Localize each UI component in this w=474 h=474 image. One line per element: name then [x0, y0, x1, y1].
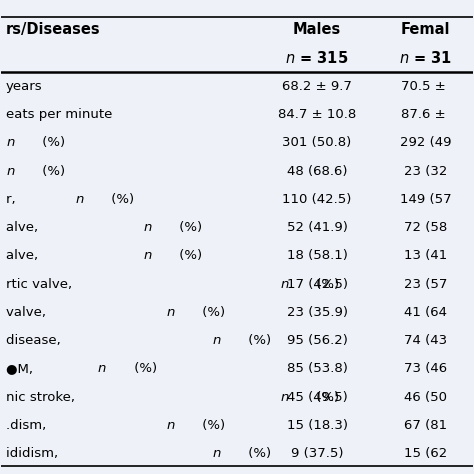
- Text: (%): (%): [244, 334, 271, 347]
- Text: 13 (41: 13 (41: [404, 249, 447, 262]
- Text: Femal: Femal: [401, 22, 450, 37]
- Text: 23 (35.9): 23 (35.9): [287, 306, 347, 319]
- Text: 23 (57: 23 (57: [404, 278, 447, 291]
- Text: valve,: valve,: [6, 306, 50, 319]
- Text: rs/Diseases: rs/Diseases: [6, 22, 101, 37]
- Text: 45 (49.5): 45 (49.5): [287, 391, 347, 404]
- Text: 74 (43: 74 (43: [404, 334, 447, 347]
- Text: 73 (46: 73 (46: [404, 363, 447, 375]
- Text: $\mathit{n}$: $\mathit{n}$: [98, 363, 107, 375]
- Text: (%): (%): [198, 419, 225, 432]
- Text: eats per minute: eats per minute: [6, 108, 112, 121]
- Text: $\mathit{n}$: $\mathit{n}$: [6, 136, 16, 149]
- Text: (%): (%): [312, 391, 339, 404]
- Text: r,: r,: [6, 193, 20, 206]
- Text: 85 (53.8): 85 (53.8): [287, 363, 347, 375]
- Text: 41 (64: 41 (64: [404, 306, 447, 319]
- Text: 301 (50.8): 301 (50.8): [283, 136, 352, 149]
- Text: 48 (68.6): 48 (68.6): [287, 164, 347, 178]
- Text: (%): (%): [175, 221, 202, 234]
- Text: 110 (42.5): 110 (42.5): [283, 193, 352, 206]
- Text: years: years: [6, 80, 43, 93]
- Text: 87.6 ±: 87.6 ±: [401, 108, 450, 121]
- Text: 149 (57: 149 (57: [400, 193, 451, 206]
- Text: $\mathit{n}$ = 31: $\mathit{n}$ = 31: [399, 50, 452, 66]
- Text: $\mathit{n}$: $\mathit{n}$: [166, 306, 175, 319]
- Text: 23 (32: 23 (32: [404, 164, 447, 178]
- Text: $\mathit{n}$: $\mathit{n}$: [211, 334, 221, 347]
- Text: 46 (50: 46 (50: [404, 391, 447, 404]
- Text: $\mathit{n}$: $\mathit{n}$: [74, 193, 84, 206]
- Text: 95 (56.2): 95 (56.2): [287, 334, 347, 347]
- Text: alve,: alve,: [6, 249, 43, 262]
- Text: 17 (42.5): 17 (42.5): [287, 278, 347, 291]
- Text: .dism,: .dism,: [6, 419, 51, 432]
- Text: alve,: alve,: [6, 221, 43, 234]
- Text: rtic valve,: rtic valve,: [6, 278, 76, 291]
- Text: (%): (%): [38, 136, 65, 149]
- Text: $\mathit{n}$: $\mathit{n}$: [143, 249, 153, 262]
- Text: 292 (49: 292 (49: [400, 136, 451, 149]
- Text: 9 (37.5): 9 (37.5): [291, 447, 343, 460]
- Text: (%): (%): [107, 193, 134, 206]
- Text: 84.7 ± 10.8: 84.7 ± 10.8: [278, 108, 356, 121]
- Text: 18 (58.1): 18 (58.1): [287, 249, 347, 262]
- Text: (%): (%): [38, 164, 65, 178]
- Text: $\mathit{n}$: $\mathit{n}$: [166, 419, 175, 432]
- Text: (%): (%): [312, 278, 339, 291]
- Text: $\mathit{n}$ = 315: $\mathit{n}$ = 315: [285, 50, 349, 66]
- Text: $\mathit{n}$: $\mathit{n}$: [143, 221, 153, 234]
- Text: (%): (%): [130, 363, 157, 375]
- Text: 67 (81: 67 (81: [404, 419, 447, 432]
- Text: $\mathit{n}$: $\mathit{n}$: [280, 391, 290, 404]
- Text: Males: Males: [293, 22, 341, 37]
- Text: 52 (41.9): 52 (41.9): [287, 221, 347, 234]
- Text: nic stroke,: nic stroke,: [6, 391, 79, 404]
- Text: ●M,: ●M,: [6, 363, 37, 375]
- Text: (%): (%): [198, 306, 225, 319]
- Text: $\mathit{n}$: $\mathit{n}$: [211, 447, 221, 460]
- Text: (%): (%): [244, 447, 271, 460]
- Text: (%): (%): [175, 249, 202, 262]
- Text: disease,: disease,: [6, 334, 65, 347]
- Text: 68.2 ± 9.7: 68.2 ± 9.7: [282, 80, 352, 93]
- Text: 15 (18.3): 15 (18.3): [287, 419, 347, 432]
- Text: $\mathit{n}$: $\mathit{n}$: [280, 278, 290, 291]
- Text: 15 (62: 15 (62: [404, 447, 447, 460]
- Text: 70.5 ±: 70.5 ±: [401, 80, 450, 93]
- Text: 72 (58: 72 (58: [404, 221, 447, 234]
- Text: $\mathit{n}$: $\mathit{n}$: [6, 164, 16, 178]
- Text: ididism,: ididism,: [6, 447, 63, 460]
